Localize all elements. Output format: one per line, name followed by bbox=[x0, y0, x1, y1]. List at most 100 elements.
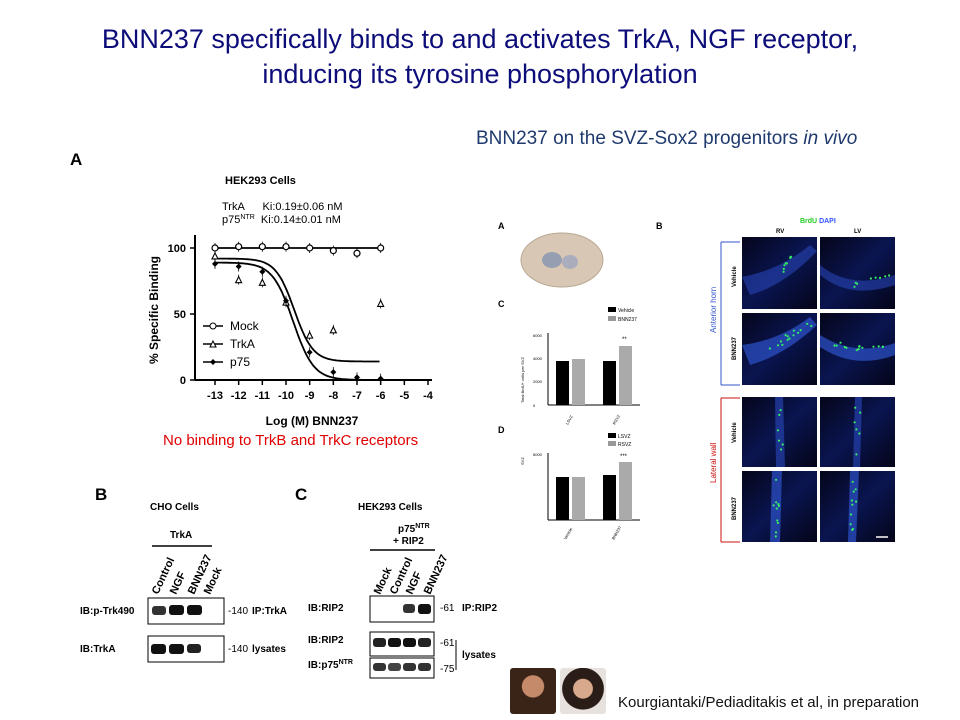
brdu-cell bbox=[792, 329, 795, 332]
brdu-cell bbox=[854, 488, 857, 491]
brdu-cell bbox=[797, 331, 800, 334]
invivo-charts: A C Vehicle BNN237 Total BrdU+ cells per… bbox=[498, 221, 640, 541]
brdu-cell bbox=[778, 413, 781, 416]
brdu-cell bbox=[853, 285, 856, 288]
legend-marker-mock bbox=[209, 322, 217, 330]
x-tick-label: -12 bbox=[231, 390, 247, 402]
brdu-cell bbox=[774, 535, 777, 538]
data-point-trka bbox=[258, 278, 267, 286]
brdu-cell bbox=[852, 490, 855, 493]
brdu-cell bbox=[833, 344, 836, 347]
data-point-p75 bbox=[306, 349, 313, 356]
brdu-cell bbox=[786, 335, 789, 338]
subtitle-main: BNN237 on the SVZ-Sox2 progenitors bbox=[476, 128, 804, 149]
data-point-trka bbox=[376, 299, 385, 307]
subtitle-italic: in vivo bbox=[803, 128, 858, 149]
band bbox=[187, 644, 201, 653]
brdu-cell bbox=[861, 346, 864, 349]
brdu-cell bbox=[777, 504, 780, 507]
x-tick-label: -11 bbox=[255, 390, 270, 402]
row-vehicle-1: Vehicle bbox=[732, 266, 738, 287]
y-tick-label: 0 bbox=[180, 375, 186, 387]
bar-d-vehicle-lsvz bbox=[556, 477, 569, 520]
right-label-b: B bbox=[656, 221, 663, 231]
brdu-cell bbox=[775, 507, 778, 510]
data-point-p75 bbox=[354, 374, 360, 381]
row3-sup: NTR bbox=[339, 659, 353, 666]
data-point-p75 bbox=[235, 263, 242, 270]
brdu-cell bbox=[851, 503, 854, 506]
brdu-cell bbox=[849, 523, 852, 526]
data-point-p75 bbox=[330, 369, 337, 376]
brdu-cell bbox=[854, 406, 857, 409]
x-axis-label: Log (M) BNN237 bbox=[266, 414, 359, 428]
chart-cells-title: HEK293 Cells bbox=[225, 175, 296, 187]
band bbox=[373, 663, 386, 671]
bar-c-rsvz-bnn bbox=[619, 346, 632, 405]
legend-marker-trka bbox=[209, 339, 217, 348]
svz-edge bbox=[775, 397, 785, 467]
row-label-p75: IB:p75NTR bbox=[308, 659, 353, 671]
ylabel-c: Total BrdU+ cells per SVZ bbox=[520, 357, 525, 403]
legend-c-vehicle: Vehicle bbox=[618, 308, 634, 314]
sig-c: ** bbox=[622, 337, 627, 343]
region-lateral: Lateral wall bbox=[709, 442, 718, 483]
svz-edge bbox=[820, 335, 895, 361]
data-point-mock bbox=[282, 243, 290, 251]
brdu-cell bbox=[872, 345, 875, 348]
brdu-cell bbox=[779, 448, 783, 451]
data-point-mock bbox=[235, 243, 243, 251]
band bbox=[169, 605, 184, 615]
band bbox=[388, 638, 401, 647]
fit-curves bbox=[215, 247, 380, 381]
chart-legend: Mock TrkA p75 bbox=[203, 319, 260, 369]
data-point-mock bbox=[377, 244, 385, 252]
data-point-p75 bbox=[283, 297, 289, 304]
svz-edge bbox=[853, 397, 862, 467]
brdu-cell bbox=[851, 480, 854, 483]
right-label-c: C bbox=[498, 299, 505, 309]
author-photo-1 bbox=[510, 668, 556, 714]
brdu-cell bbox=[855, 500, 858, 503]
data-point-mock bbox=[211, 244, 219, 252]
mw-c1: -61 bbox=[440, 603, 455, 614]
x-tick-label: -9 bbox=[305, 390, 315, 402]
brdu-cells bbox=[768, 255, 891, 538]
legend-label-p75: p75 bbox=[230, 355, 250, 369]
brdu-cell bbox=[877, 345, 880, 348]
brdu-cell bbox=[776, 429, 779, 432]
xcat-c-2: RSVZ bbox=[612, 413, 622, 425]
brdu-cell bbox=[776, 519, 779, 522]
data-point-p75 bbox=[259, 268, 266, 275]
y-tick-label: 100 bbox=[168, 243, 186, 255]
brdu-cell bbox=[779, 409, 782, 412]
band bbox=[151, 644, 166, 654]
brdu-cell bbox=[843, 345, 846, 349]
row-label-rip2: IB:RIP2 bbox=[308, 635, 344, 646]
panel-b-group: TrkA bbox=[170, 530, 192, 541]
stain-label: BrdU DAPI bbox=[800, 218, 836, 225]
data-point-mock bbox=[258, 243, 266, 251]
band bbox=[418, 604, 431, 614]
brdu-cell bbox=[858, 345, 861, 348]
ki-p75-sup: NTR bbox=[240, 214, 254, 221]
d-tick: 6000 bbox=[533, 452, 543, 457]
ventricle-mark bbox=[562, 255, 578, 269]
blot-box-1 bbox=[147, 597, 225, 625]
data-point-mock bbox=[329, 247, 337, 255]
band bbox=[169, 644, 184, 654]
panel-c-label: C bbox=[295, 485, 307, 504]
data-points bbox=[211, 241, 385, 384]
ip-rip2: IP:RIP2 bbox=[462, 603, 497, 614]
panel-c-group: p75NTR bbox=[398, 523, 430, 535]
western-blot-c: C HEK293 Cells p75NTR + RIP2 Mock Contro… bbox=[295, 485, 497, 679]
svz-edge bbox=[742, 245, 817, 295]
bar-d-vehicle-rsvz bbox=[572, 477, 585, 520]
data-point-trka bbox=[305, 330, 314, 339]
brdu-cell bbox=[776, 521, 779, 524]
svz-edge bbox=[742, 317, 817, 365]
bar-d-bnn-rsvz bbox=[619, 462, 632, 520]
legend-d-lsvz: LSVZ bbox=[618, 434, 631, 440]
brdu-cell bbox=[788, 337, 791, 340]
x-ticks: -13 -12 -11 -10 -9 -8 -7 -6 -5 -4 bbox=[207, 380, 434, 402]
